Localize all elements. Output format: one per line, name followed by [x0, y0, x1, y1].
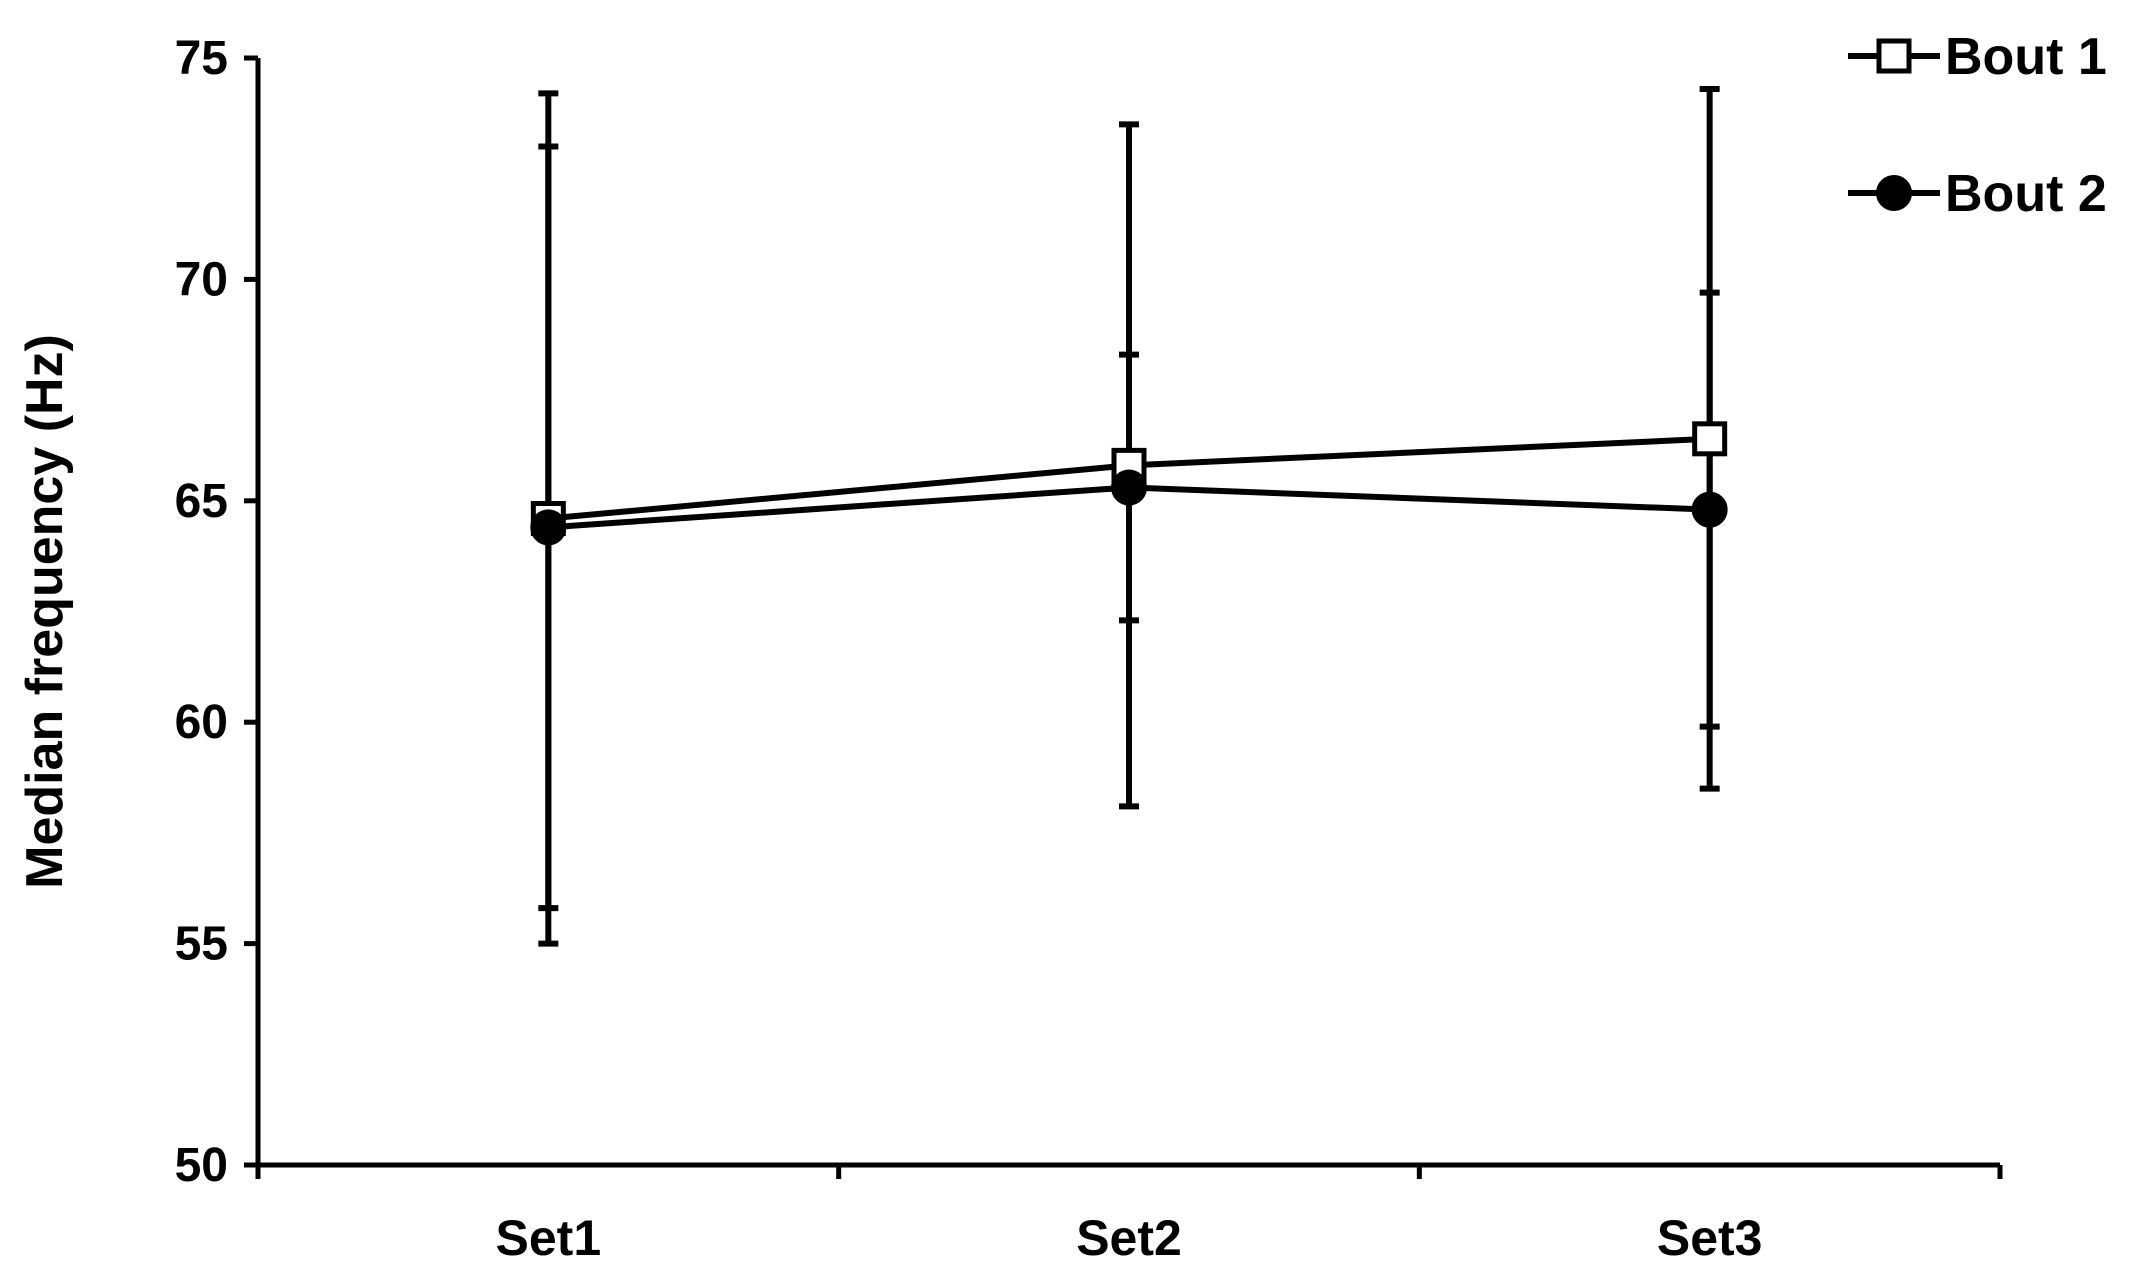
y-axis-title: Median frequency (Hz): [16, 334, 74, 889]
y-tick-label: 70: [175, 253, 228, 306]
data-point: [530, 509, 567, 546]
y-tick-label: 75: [175, 32, 228, 85]
y-tick-label: 65: [175, 475, 228, 528]
axis-labels: 50 55 60 65 70 75 Set1 Set2 Set3 Median frequency…: [16, 32, 1762, 1266]
y-tick-label: 55: [175, 918, 228, 971]
data-point: [1111, 469, 1147, 506]
data-point: [1691, 491, 1728, 528]
x-tick-label: Set3: [1657, 1210, 1763, 1266]
series-markers: [530, 421, 1728, 546]
y-tick-label: 60: [175, 696, 228, 749]
legend: Bout 1 Bout 2: [1848, 28, 2107, 223]
legend-marker: [1876, 175, 1912, 211]
legend-label: Bout 1: [1945, 28, 2107, 86]
data-point: [1692, 421, 1728, 457]
x-tick-label: Set1: [496, 1210, 602, 1266]
x-tick-label: Set2: [1076, 1210, 1182, 1266]
legend-marker: [1876, 38, 1912, 74]
legend-label: Bout 2: [1945, 165, 2107, 223]
axes: [244, 55, 2003, 1179]
y-tick-label: 50: [175, 1139, 228, 1192]
